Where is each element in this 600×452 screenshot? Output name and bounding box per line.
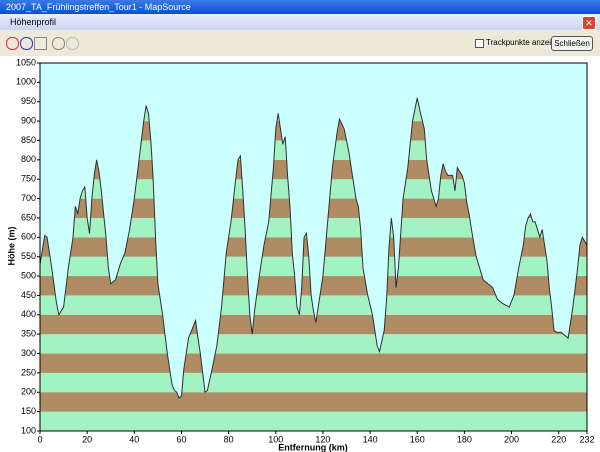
y-tick-label: 600	[21, 232, 36, 242]
x-tick-label: 80	[224, 434, 234, 444]
x-tick-label: 120	[315, 434, 330, 444]
terrain-band	[40, 334, 587, 354]
tool-icon[interactable]	[34, 37, 47, 50]
x-tick-label: 220	[551, 434, 566, 444]
x-tick-label: 20	[82, 434, 92, 444]
y-tick-label: 200	[21, 387, 36, 397]
checkbox-label: Trackpunkte anzeigen	[486, 38, 565, 47]
terrain-band	[40, 411, 587, 431]
y-tick-label: 700	[21, 193, 36, 203]
terrain-band	[40, 372, 587, 393]
y-tick-label: 1050	[16, 57, 36, 67]
x-tick-label: 160	[410, 434, 425, 444]
tool-icon[interactable]	[6, 37, 19, 50]
y-tick-label: 800	[21, 154, 36, 164]
y-tick-label: 650	[21, 212, 36, 222]
y-tick-label: 900	[21, 115, 36, 125]
x-tick-label: 200	[504, 434, 519, 444]
y-tick-label: 350	[21, 329, 36, 339]
x-tick-label: 40	[129, 434, 139, 444]
x-tick-label: 0	[37, 434, 42, 444]
x-tick-label: 60	[176, 434, 186, 444]
plot-frame	[39, 62, 588, 432]
checkbox[interactable]	[475, 39, 484, 48]
x-tick-label: 232	[579, 434, 594, 444]
x-axis-label: Entfernung (km)	[278, 442, 348, 452]
y-tick-label: 950	[21, 96, 36, 106]
x-tick-label: 140	[363, 434, 378, 444]
y-tick-label: 400	[21, 309, 36, 319]
terrain-band	[40, 353, 587, 373]
toolbar: Trackpunkte anzeigen Schließen	[0, 30, 600, 56]
y-tick-label: 100	[21, 425, 36, 435]
y-tick-label: 750	[21, 174, 36, 184]
terrain-band	[40, 392, 587, 412]
y-tick-label: 550	[21, 251, 36, 261]
x-tick-label: 180	[457, 434, 472, 444]
y-tick-label: 250	[21, 367, 36, 377]
dialog-title: Höhenprofil ✕	[0, 14, 600, 30]
y-tick-label: 300	[21, 348, 36, 358]
terrain-band	[40, 314, 587, 335]
y-tick-label: 850	[21, 135, 36, 145]
tool-icon[interactable]	[20, 37, 33, 50]
y-tick-label: 150	[21, 406, 36, 416]
dialog-title-text: Höhenprofil	[10, 17, 57, 27]
zoom-in-icon[interactable]	[52, 37, 65, 50]
y-tick-label: 500	[21, 270, 36, 280]
x-tick-label: 100	[268, 434, 283, 444]
window-title: 2007_TA_Frühlingstreffen_Tour1 - MapSour…	[0, 0, 600, 14]
zoom-out-icon[interactable]	[66, 37, 79, 50]
chart: Höhe (m) Entfernung (km) 100150200250300…	[0, 56, 600, 452]
y-tick-label: 450	[21, 290, 36, 300]
close-button[interactable]: Schließen	[551, 36, 593, 51]
close-icon[interactable]: ✕	[582, 16, 596, 30]
elevation-line	[39, 97, 588, 399]
y-axis-label: Höhe (m)	[6, 227, 16, 266]
y-tick-label: 1000	[16, 77, 36, 87]
